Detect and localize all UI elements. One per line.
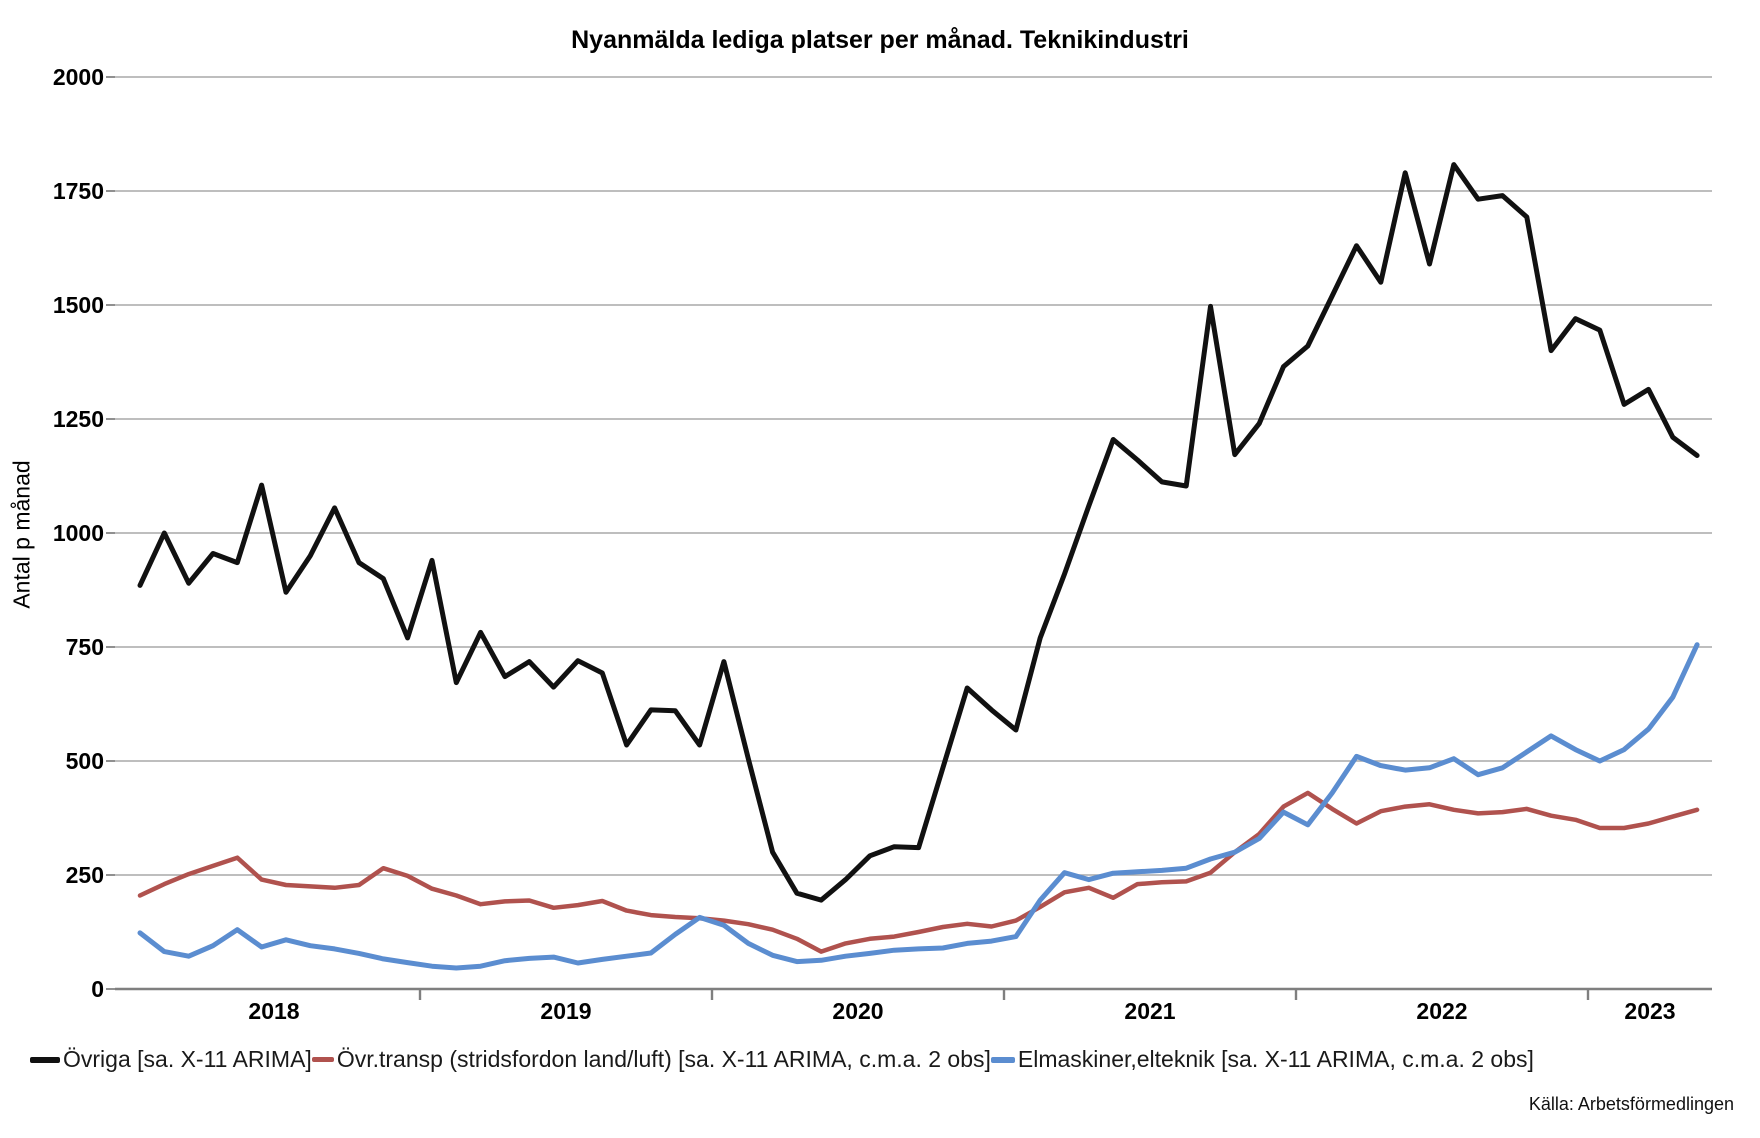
x-tick-2019: 2019 bbox=[540, 998, 592, 1024]
legend: Övriga [sa. X-11 ARIMA] Övr.transp (stri… bbox=[30, 1046, 1534, 1073]
legend-item-ovriga: Övriga [sa. X-11 ARIMA] bbox=[30, 1046, 312, 1073]
y-tick-1750: 1750 bbox=[52, 178, 104, 204]
x-axis-ticks bbox=[418, 989, 1590, 1000]
y-axis-ticks bbox=[106, 76, 115, 990]
y-tick-1250: 1250 bbox=[52, 406, 104, 432]
x-tick-2023: 2023 bbox=[1624, 998, 1676, 1024]
y-tick-1000: 1000 bbox=[52, 520, 104, 546]
y-tick-0: 0 bbox=[91, 976, 104, 1002]
legend-item-elmaskiner: Elmaskiner,elteknik [sa. X-11 ARIMA, c.m… bbox=[990, 1046, 1534, 1073]
gridlines bbox=[115, 76, 1712, 876]
series-ovr-transp bbox=[137, 790, 1700, 954]
elmaskiner-line-swatch-icon bbox=[990, 1056, 1015, 1063]
y-tick-500: 500 bbox=[65, 748, 104, 774]
ovr-transp-line-swatch-icon bbox=[311, 1057, 334, 1062]
legend-label: Övr.transp (stridsfordon land/luft) [sa.… bbox=[336, 1046, 991, 1072]
chart-title: Nyanmälda lediga platser per månad. Tekn… bbox=[571, 26, 1189, 54]
y-tick-250: 250 bbox=[65, 862, 104, 888]
y-tick-750: 750 bbox=[65, 634, 104, 660]
series-elmaskiner bbox=[137, 642, 1700, 971]
legend-item-ovr-transp: Övr.transp (stridsfordon land/luft) [sa.… bbox=[311, 1046, 991, 1073]
source-note: Källa: Arbetsförmedlingen bbox=[1528, 1094, 1734, 1114]
x-tick-2021: 2021 bbox=[1124, 998, 1176, 1024]
legend-label: Elmaskiner,elteknik [sa. X-11 ARIMA, c.m… bbox=[1017, 1046, 1534, 1072]
series-ovriga bbox=[137, 162, 1700, 903]
x-tick-2022: 2022 bbox=[1416, 998, 1468, 1024]
x-tick-2018: 2018 bbox=[248, 998, 300, 1024]
y-tick-2000: 2000 bbox=[52, 64, 104, 90]
ovriga-line-swatch-icon bbox=[30, 1056, 60, 1063]
y-tick-1500: 1500 bbox=[52, 292, 104, 318]
legend-label: Övriga [sa. X-11 ARIMA] bbox=[63, 1046, 312, 1072]
x-tick-2020: 2020 bbox=[832, 998, 884, 1024]
